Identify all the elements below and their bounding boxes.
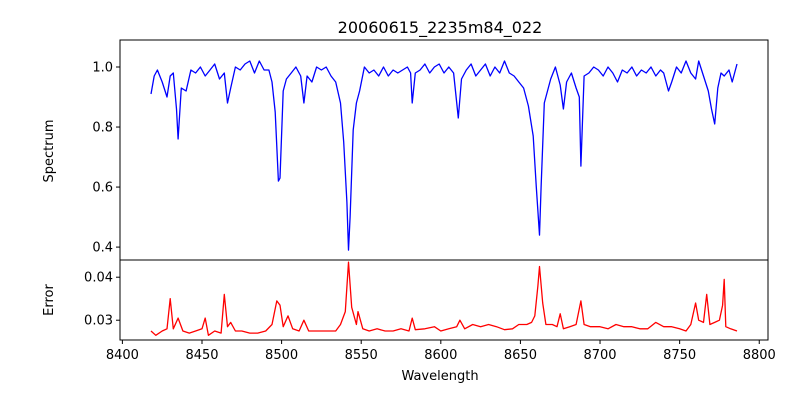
chart-title: 20060615_2235m84_022 bbox=[338, 18, 543, 38]
y-tick-label: 0.8 bbox=[92, 121, 113, 136]
y-tick-label: 0.4 bbox=[92, 241, 113, 256]
x-tick-label: 8500 bbox=[265, 348, 298, 363]
spectrum-panel: 0.4 0.6 0.8 1.0 bbox=[92, 39, 769, 261]
y-tick-label: 0.6 bbox=[92, 181, 113, 196]
y-tick-label: 0.04 bbox=[84, 271, 113, 286]
y-tick-label: 0.03 bbox=[84, 314, 113, 329]
x-tick-label: 8650 bbox=[504, 348, 537, 363]
x-tick-label: 8750 bbox=[663, 348, 696, 363]
error-line bbox=[150, 261, 738, 336]
x-tick-label: 8450 bbox=[185, 348, 218, 363]
error-panel: 0.03 0.04 8400 8450 8500 8550 8600 8650 8700 8750… bbox=[84, 259, 776, 363]
x-axis-label: Wavelength bbox=[401, 369, 478, 384]
x-tick-label: 8700 bbox=[583, 348, 616, 363]
bottom-y-axis-label: Error bbox=[42, 284, 57, 316]
top-y-axis-label: Spectrum bbox=[42, 120, 57, 183]
error-axes-frame bbox=[119, 259, 769, 341]
x-tick-label: 8600 bbox=[424, 348, 457, 363]
x-tick-label: 8800 bbox=[743, 348, 776, 363]
spectrum-line bbox=[150, 60, 738, 251]
y-tick-label: 1.0 bbox=[92, 61, 113, 76]
x-tick-label: 8550 bbox=[345, 348, 378, 363]
x-tick-label: 8400 bbox=[106, 348, 139, 363]
